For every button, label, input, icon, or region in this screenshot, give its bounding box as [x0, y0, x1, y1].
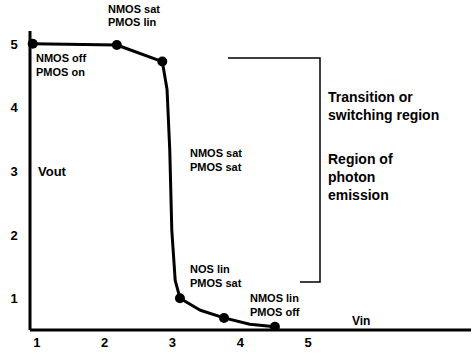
chart: 1234512345VinVoutNMOS satPMOS linNMOS of… — [0, 0, 474, 354]
point — [157, 57, 167, 67]
annotation: NMOS lin — [250, 292, 299, 304]
annotation: Transition or — [328, 89, 413, 105]
annotation: NMOS off — [36, 52, 86, 64]
y-tick-label: 5 — [10, 37, 17, 52]
annotation: PMOS lin — [108, 16, 157, 28]
annotation: Region of — [328, 151, 393, 167]
annotation: PMOS off — [250, 306, 300, 318]
point — [219, 313, 229, 323]
point — [112, 40, 122, 50]
y-axis — [29, 31, 32, 330]
plot-data — [28, 39, 280, 330]
annotation: NMOS sat — [108, 3, 160, 15]
annotation: NMOS sat — [190, 147, 242, 159]
x-axis-label: Vin — [352, 314, 370, 328]
y-tick-label: 2 — [10, 228, 17, 243]
x-axis — [30, 329, 471, 332]
y-tick-label: 1 — [10, 291, 17, 306]
x-tick-label: 3 — [169, 335, 176, 350]
annotation: PMOS sat — [190, 277, 242, 289]
annotation: PMOS on — [36, 66, 85, 78]
annotation: NOS lin — [190, 263, 230, 275]
annotation: photon — [328, 169, 375, 185]
x-tick-label: 5 — [305, 335, 312, 350]
x-tick-label: 2 — [101, 335, 108, 350]
annotation: switching region — [328, 107, 439, 123]
x-tick-label: 4 — [237, 335, 245, 350]
x-tick-label: 1 — [33, 335, 40, 350]
point — [175, 293, 185, 303]
y-tick-label: 3 — [10, 164, 17, 179]
point — [270, 322, 280, 330]
y-axis-label: Vout — [38, 164, 67, 179]
bracket — [228, 58, 320, 282]
annotation: emission — [328, 187, 389, 203]
point — [28, 39, 38, 49]
annotation: PMOS sat — [190, 161, 242, 173]
curve — [33, 44, 275, 327]
y-tick-label: 4 — [10, 100, 18, 115]
